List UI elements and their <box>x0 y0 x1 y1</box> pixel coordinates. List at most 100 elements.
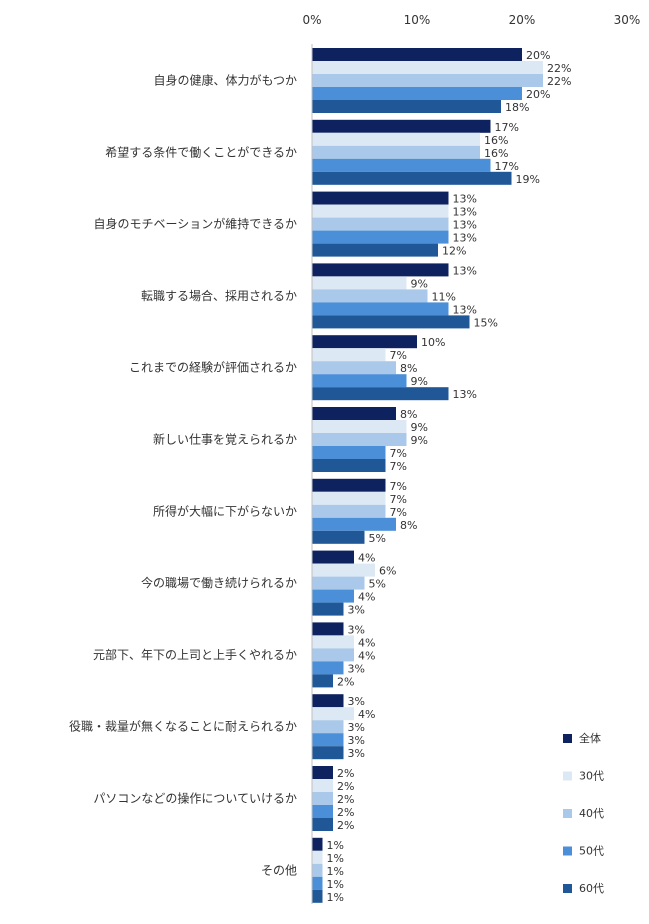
data-label: 4% <box>358 708 375 721</box>
bar <box>312 361 396 375</box>
bar <box>312 530 365 544</box>
data-label: 3% <box>348 604 365 617</box>
data-label: 10% <box>421 336 445 349</box>
data-label: 16% <box>484 147 508 160</box>
legend-label: 30代 <box>579 770 604 783</box>
legend: 全体 30代 40代 50代 60代 <box>563 731 604 895</box>
legend-label: 全体 <box>579 731 601 745</box>
data-label: 13% <box>453 219 477 232</box>
bar <box>312 433 407 446</box>
category-label: 希望する条件で働くことができるか <box>105 144 297 159</box>
data-label: 5% <box>369 532 386 545</box>
data-label: 2% <box>337 675 354 688</box>
data-label: 4% <box>358 636 375 649</box>
bar <box>312 348 386 362</box>
legend-swatch <box>563 771 572 781</box>
data-label: 3% <box>348 623 365 636</box>
data-label: 7% <box>390 447 407 460</box>
data-label: 1% <box>327 891 344 904</box>
bar <box>312 792 333 805</box>
category-label: パソコンなどの操作についていけるか <box>93 791 297 806</box>
x-axis-tick-labels: 0% 10% 20% 30% <box>302 13 640 27</box>
bar <box>312 446 386 459</box>
bar <box>312 779 333 792</box>
data-label: 1% <box>327 839 344 852</box>
bar <box>312 576 365 590</box>
bar <box>312 563 375 577</box>
bar <box>312 694 344 708</box>
category-label: 元部下、年下の上司と上手くやれるか <box>93 647 297 662</box>
data-label: 19% <box>516 173 540 186</box>
data-label: 7% <box>390 493 407 506</box>
bar <box>312 746 344 760</box>
bar <box>312 863 323 877</box>
data-label: 20% <box>526 88 550 101</box>
category-label: 所得が大幅に下がらないか <box>153 503 297 518</box>
bar <box>312 648 354 662</box>
data-label: 4% <box>358 649 375 662</box>
bar <box>312 276 407 290</box>
x-tick-label: 20% <box>509 13 536 27</box>
bar <box>312 230 449 244</box>
bar <box>312 478 386 492</box>
bar <box>312 315 470 329</box>
data-label: 12% <box>442 245 466 258</box>
data-label: 8% <box>400 519 417 532</box>
data-label: 13% <box>453 303 477 316</box>
data-label: 17% <box>495 121 519 134</box>
data-label: 3% <box>348 695 365 708</box>
category-label: 自身のモチベーションが維持できるか <box>93 216 297 231</box>
bar <box>312 491 386 505</box>
data-label: 13% <box>453 206 477 219</box>
category-label: 転職する場合、採用されるか <box>141 288 297 303</box>
data-label: 5% <box>369 578 386 591</box>
data-label: 22% <box>547 62 571 75</box>
bar <box>312 517 396 531</box>
bar <box>312 876 323 890</box>
data-label: 1% <box>327 865 344 878</box>
x-tick-label: 0% <box>302 13 321 27</box>
bar <box>312 48 522 61</box>
bar <box>312 850 323 864</box>
x-tick-label: 10% <box>404 13 431 27</box>
category-label: これまでの経験が評価されるか <box>129 360 297 375</box>
bar <box>312 145 480 159</box>
data-label: 13% <box>453 388 477 401</box>
data-label: 8% <box>400 408 417 421</box>
data-label: 15% <box>474 316 498 329</box>
data-label: 13% <box>453 232 477 245</box>
category-label: 役職・裁量が無くなることに耐えられるか <box>69 719 297 734</box>
bar <box>312 217 449 231</box>
bar <box>312 459 386 472</box>
legend-label: 50代 <box>579 845 604 858</box>
bar <box>312 733 344 747</box>
legend-swatch <box>563 846 572 856</box>
data-label: 7% <box>390 460 407 473</box>
bar <box>312 289 428 303</box>
data-label: 22% <box>547 75 571 88</box>
legend-swatch <box>563 734 572 743</box>
bar <box>312 61 543 74</box>
bar-groups: 自身の健康、体力がもつか20%22%22%20%18%希望する条件で働くことがで… <box>69 48 571 904</box>
bar <box>312 674 333 688</box>
bar <box>312 171 512 185</box>
data-label: 2% <box>337 819 354 832</box>
bar <box>312 720 344 734</box>
legend-label: 40代 <box>579 807 604 820</box>
bar <box>312 387 449 401</box>
data-label: 1% <box>327 852 344 865</box>
data-label: 2% <box>337 767 354 780</box>
bar <box>312 837 323 851</box>
bar <box>312 243 438 257</box>
bar <box>312 204 449 218</box>
data-label: 7% <box>390 480 407 493</box>
data-label: 9% <box>411 277 428 290</box>
data-label: 4% <box>358 552 375 565</box>
data-label: 9% <box>411 421 428 434</box>
category-label: 自身の健康、体力がもつか <box>153 73 297 88</box>
bar <box>312 191 449 205</box>
data-label: 7% <box>390 506 407 519</box>
data-label: 3% <box>348 721 365 734</box>
bar <box>312 87 522 100</box>
